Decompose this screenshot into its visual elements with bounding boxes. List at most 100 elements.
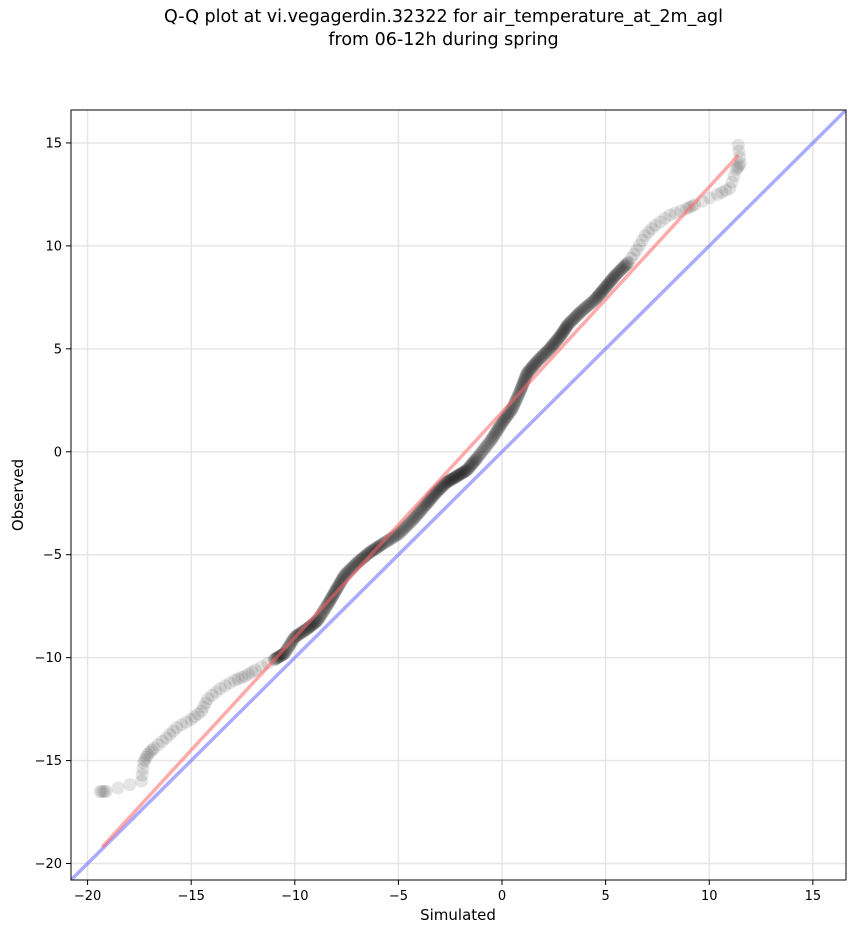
scatter-point <box>138 753 152 767</box>
scatter-point <box>591 289 605 303</box>
scatter-point <box>727 169 741 183</box>
scatter-point <box>469 452 483 466</box>
chart-title-line-2: from 06-12h during spring <box>328 30 559 50</box>
scatter-point <box>587 293 601 307</box>
scatter-point <box>613 264 627 278</box>
scatter-point <box>296 625 310 639</box>
scatter-point <box>403 516 417 530</box>
scatter-point <box>416 501 430 515</box>
scatter-point <box>364 544 378 558</box>
scatter-point <box>608 269 622 283</box>
scatter-point <box>476 443 490 457</box>
scatter-point <box>494 418 508 432</box>
scatter-point <box>530 354 544 368</box>
y-tick-label: −20 <box>35 857 62 872</box>
scatter-point <box>549 335 563 349</box>
scatter-point <box>572 307 586 321</box>
scatter-point <box>401 518 415 532</box>
scatter-point <box>565 314 579 328</box>
scatter-point <box>599 279 613 293</box>
scatter-point <box>582 298 596 312</box>
scatter-point <box>509 394 523 408</box>
scatter-point <box>719 183 733 197</box>
scatter-point <box>635 233 649 247</box>
scatter-point <box>542 343 556 357</box>
scatter-point <box>604 274 618 288</box>
scatter-point <box>452 468 466 482</box>
scatter-point <box>473 447 487 461</box>
scatter-point <box>297 624 311 638</box>
scatter-point <box>488 428 502 442</box>
scatter-point <box>195 704 209 718</box>
scatter-point <box>519 370 533 384</box>
scatter-point <box>361 547 375 561</box>
chart-title: Q-Q plot at vi.vegagerdin.32322 for air_… <box>0 6 854 52</box>
scatter-point <box>400 519 414 533</box>
scatter-point <box>458 464 472 478</box>
x-axis: −20 −15 −10 −5 0 5 10 15 <box>74 880 821 904</box>
scatter-point <box>535 350 549 364</box>
scatter-point <box>466 456 480 470</box>
scatter-point <box>560 319 574 333</box>
scatter-point <box>481 438 495 452</box>
scatter-point <box>496 415 510 429</box>
scatter-point <box>606 271 620 285</box>
scatter-point <box>594 285 608 299</box>
scatter-point <box>438 477 452 491</box>
scatter-point <box>540 344 554 358</box>
scatter-point <box>597 282 611 296</box>
scatter-point <box>445 472 459 486</box>
scatter-point <box>456 466 470 479</box>
scatter-point <box>213 682 227 696</box>
y-tick-label: 0 <box>54 445 62 460</box>
scatter-point <box>280 643 294 657</box>
y-axis: −20 −15 −10 −5 0 5 10 15 <box>35 136 71 872</box>
scatter-point <box>467 454 481 468</box>
scatter-point <box>532 352 546 366</box>
scatter-point <box>558 322 572 336</box>
scatter-point <box>550 333 564 347</box>
scatter-point <box>415 502 429 516</box>
scatter-point <box>548 336 562 350</box>
scatter-point <box>559 321 573 335</box>
scatter-point <box>298 623 312 637</box>
scatter-point <box>442 474 456 488</box>
scatter-point <box>188 710 202 724</box>
scatter-point <box>191 707 205 721</box>
y-tick-label: −15 <box>35 754 62 769</box>
scatter-point <box>568 310 582 324</box>
scatter-point <box>562 316 576 330</box>
scatter-point <box>460 463 474 477</box>
scatter-point <box>393 525 407 539</box>
scatter-point <box>522 364 536 378</box>
scatter-point <box>409 509 423 523</box>
scatter-point <box>479 439 493 453</box>
scatter-point <box>111 781 125 795</box>
scatter-point <box>451 469 465 483</box>
scatter-point <box>596 283 610 297</box>
scatter-point <box>159 731 173 745</box>
scatter-point <box>555 326 569 340</box>
scatter-point <box>409 510 423 524</box>
scatter-point <box>617 260 631 274</box>
scatter-point <box>418 498 432 512</box>
scatter-point <box>123 778 137 792</box>
scatter-point <box>547 337 561 351</box>
scatter-point <box>483 435 497 449</box>
scatter-point <box>607 270 621 284</box>
scatter-point <box>732 144 746 158</box>
scatter-point <box>209 685 223 699</box>
scatter-point <box>205 688 219 702</box>
scatter-point <box>470 451 484 465</box>
scatter-point <box>595 284 609 298</box>
scatter-point <box>298 624 312 638</box>
scatter-point <box>458 465 472 479</box>
scatter-point <box>417 499 431 513</box>
scatter-point <box>274 649 288 663</box>
scatter-point <box>543 342 557 356</box>
scatter-point <box>497 413 511 427</box>
scatter-point <box>619 258 633 272</box>
reference-lines <box>71 110 846 880</box>
scatter-point <box>242 667 256 681</box>
scatter-point <box>489 425 503 439</box>
